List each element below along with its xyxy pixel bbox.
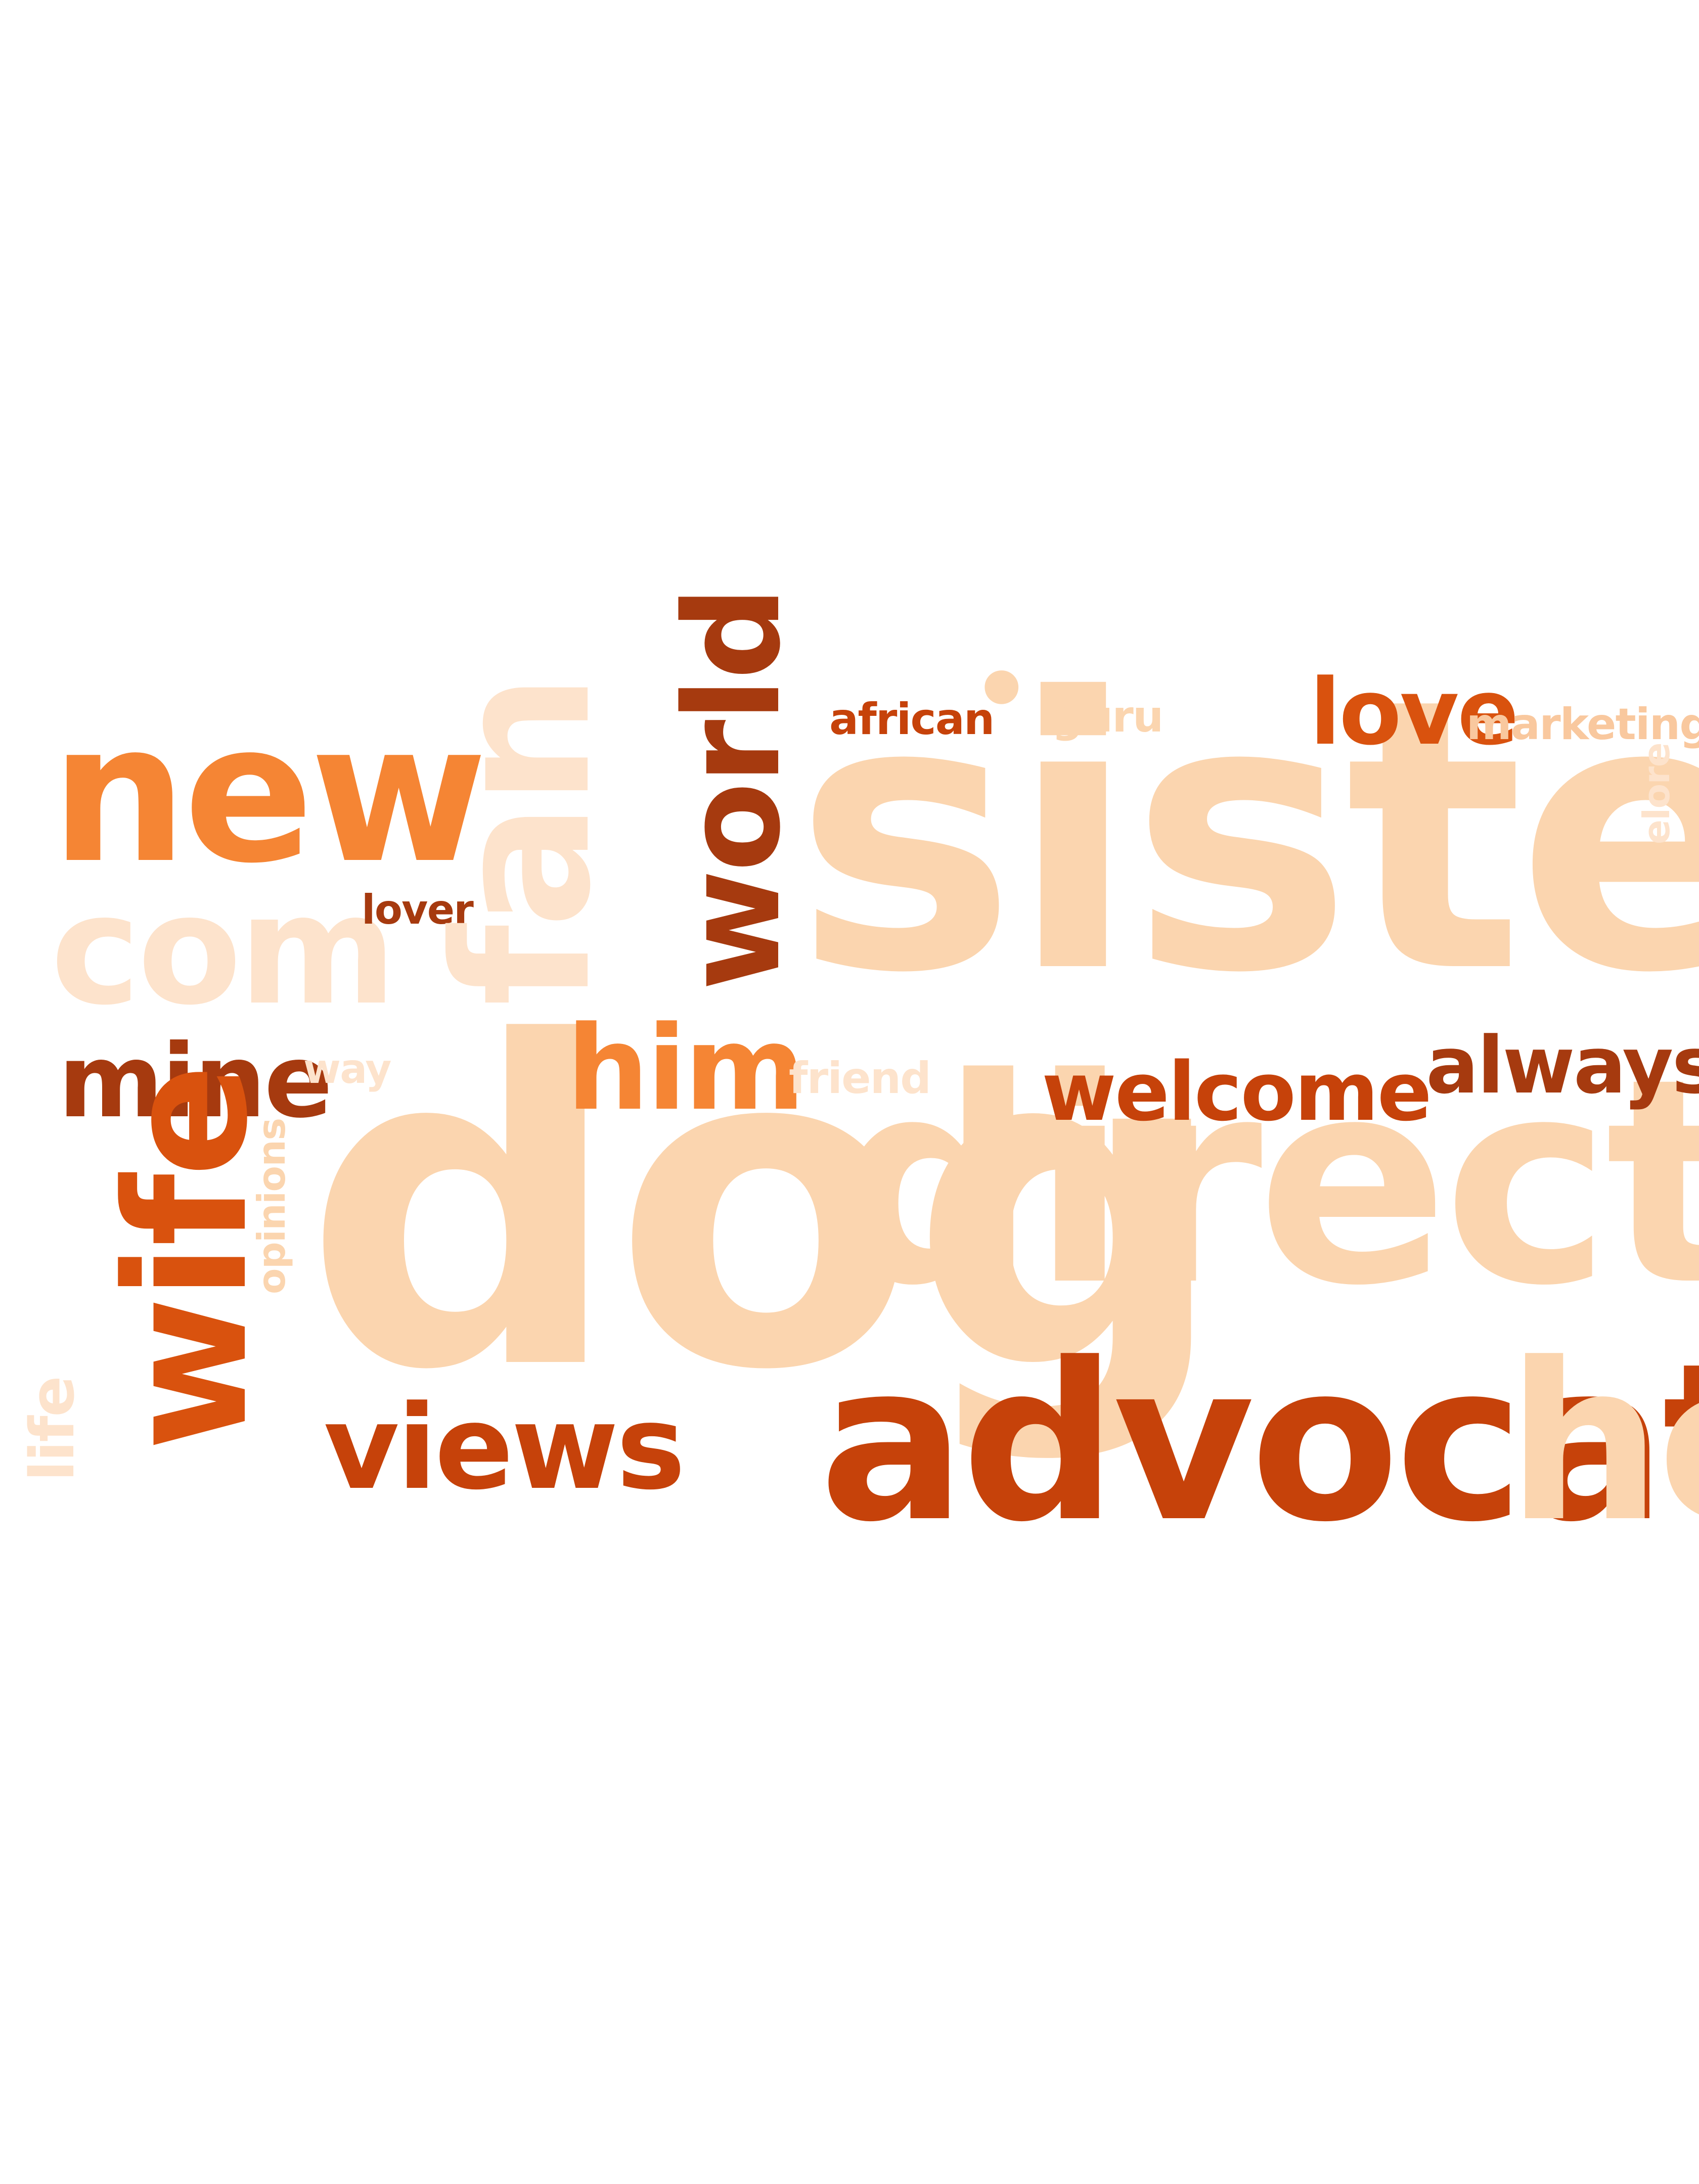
word-always: always <box>1426 1020 1699 1111</box>
word-fan: fan <box>415 676 632 1006</box>
word-com: com <box>51 862 397 1038</box>
word-african: african <box>829 694 995 745</box>
word-he: he <box>1507 1317 1699 1570</box>
word-welcome: welcome <box>1042 1044 1432 1139</box>
word-marketing: marketing <box>1466 699 1699 750</box>
word-friend: friend <box>789 1053 931 1104</box>
word-opinions: opinions <box>249 1118 294 1294</box>
word-him: him <box>566 1002 806 1136</box>
word-world: world <box>657 588 810 991</box>
word-lover: lover <box>362 886 474 933</box>
word-guru: guru <box>1052 692 1164 742</box>
word-mine: mine <box>58 1023 333 1141</box>
word-dot: • <box>971 634 1032 746</box>
word-love: love <box>1310 660 1519 765</box>
word-director: director <box>834 1018 1699 1348</box>
word-way: way <box>303 1045 391 1093</box>
word-views: views <box>324 1381 686 1516</box>
word-life: life <box>18 1377 88 1481</box>
word-wife: wife <box>90 1067 284 1451</box>
word-advocate: advocate <box>819 1317 1699 1570</box>
word-elore: elore <box>1635 743 1678 844</box>
word-new: new <box>51 681 487 905</box>
word-sister: sister <box>794 619 1699 1055</box>
word-dog: dog <box>303 949 1228 1467</box>
